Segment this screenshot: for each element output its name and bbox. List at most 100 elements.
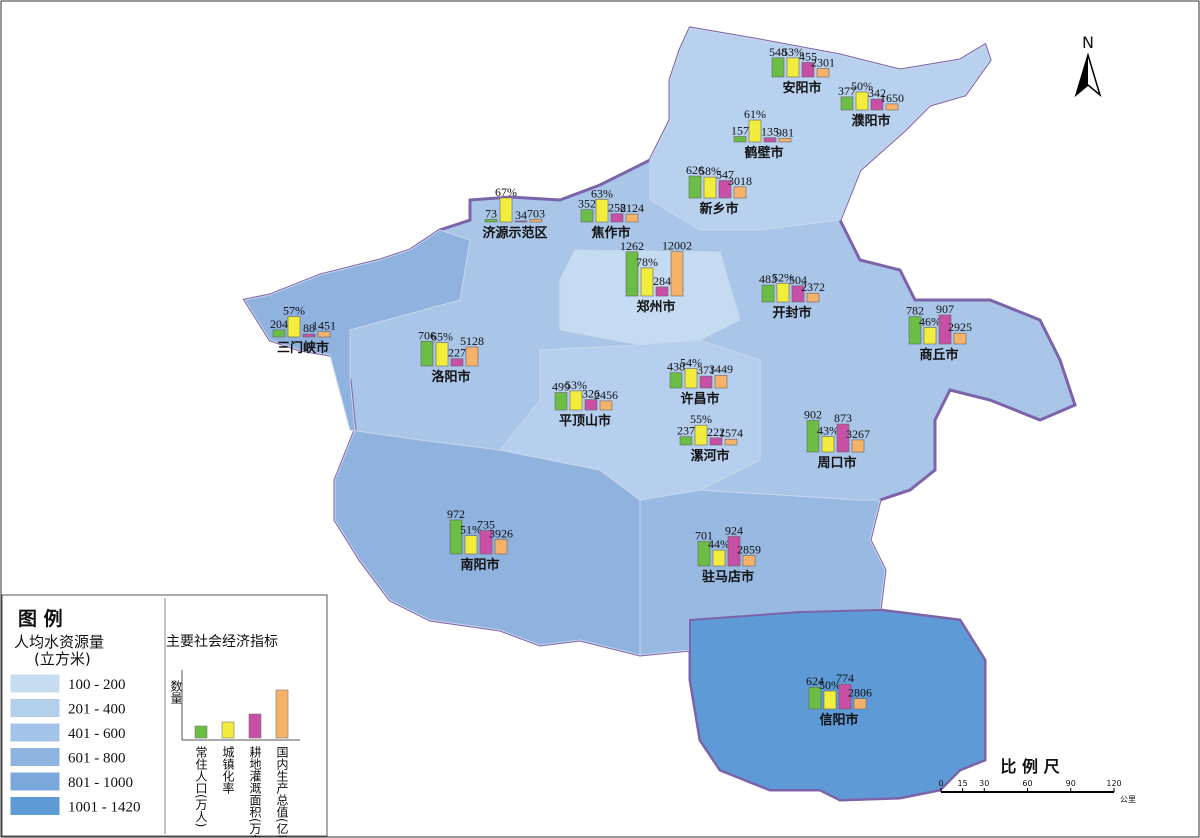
indicator-bar: [718, 180, 732, 199]
indicator-bar: [554, 392, 568, 411]
class-swatch: [9, 771, 61, 792]
value-label: 455: [799, 49, 817, 63]
indicator-bar: [776, 282, 790, 303]
value-label: 548: [769, 45, 787, 59]
scale-tick-label: 90: [1066, 779, 1076, 788]
city-name: 开封市: [772, 305, 811, 321]
indicator-bar: [714, 374, 728, 389]
value-label: 3018: [728, 174, 752, 188]
class-swatch: [9, 747, 61, 767]
indicator-bar: [580, 209, 594, 223]
value-label: 54%: [680, 356, 702, 370]
city-chart: 73 67% 34 703 济源示范区: [482, 185, 547, 241]
value-label: 342: [868, 86, 886, 100]
value-label: 326: [582, 387, 600, 401]
value-label: 204: [270, 317, 288, 331]
value-label: 65%: [431, 330, 453, 344]
indicator-bar: [287, 316, 301, 338]
indicator-bar: [953, 332, 967, 345]
value-label: 58%: [699, 164, 721, 178]
indicator-bar: [816, 68, 830, 78]
south-region: [639, 489, 886, 656]
scale-tick-label: 30: [979, 779, 989, 788]
indicator-bar: [684, 368, 698, 389]
value-label: 624: [806, 674, 824, 688]
indicator-sample: [221, 721, 235, 739]
value-label: 1574: [719, 426, 743, 440]
indicator-bar: [272, 329, 286, 338]
indicator-bar: [836, 423, 850, 453]
indicator-name: 常住人口(万人): [194, 746, 208, 828]
city-name: 三门峡市: [277, 340, 329, 356]
city-name: 平顶山市: [559, 413, 611, 429]
scale-tick-label: 60: [1022, 779, 1032, 788]
indicator-bar: [840, 96, 854, 111]
indicator-bar: [670, 251, 684, 297]
indicator-bar: [494, 539, 508, 555]
value-label: 924: [725, 523, 743, 537]
city-name: 济源示范区: [482, 225, 547, 241]
city-name: 商丘市: [919, 347, 958, 363]
value-label: 157: [731, 124, 749, 138]
indicator-bar: [908, 316, 922, 345]
indicator-bar: [484, 219, 498, 223]
indicator-bar: [450, 358, 464, 367]
class-label: 100 - 200: [68, 677, 126, 693]
city-chart: 1262 78% 284 12002 郑州市: [620, 239, 692, 315]
indicator-bar: [733, 186, 747, 199]
city-chart: 902 43%873 3267 周口市: [804, 407, 870, 471]
indicator-bar: [317, 331, 331, 338]
value-label: 88: [303, 321, 315, 335]
indicator-bar: [778, 138, 792, 143]
value-label: 2301: [811, 55, 835, 69]
class-label: 601 - 800: [68, 751, 126, 767]
indicator-bar: [786, 57, 800, 78]
city-name: 郑州市: [636, 299, 675, 315]
value-label: 53%: [565, 378, 587, 392]
value-label: 44%: [708, 537, 730, 551]
indicator-bar: [640, 267, 654, 297]
value-label: 2806: [848, 686, 872, 700]
indicator-bar: [855, 91, 869, 111]
value-label: 981: [776, 125, 794, 139]
scale-tick-label: 120: [1106, 779, 1121, 788]
value-label: 63%: [591, 186, 613, 200]
value-label: 43%: [817, 424, 839, 438]
city-name: 鹤壁市: [744, 145, 783, 161]
value-label: 438: [667, 360, 685, 374]
indicator-bar: [923, 327, 937, 345]
value-label: 735: [477, 517, 495, 531]
indicator-bar: [479, 530, 493, 555]
indicator-bar: [771, 57, 785, 78]
indicator-bar: [712, 549, 726, 567]
class-label: 401 - 600: [68, 726, 126, 742]
indicator-bar: [870, 98, 884, 111]
water-unit: (立方米): [34, 650, 91, 668]
indicator-axis: 数量: [169, 679, 183, 704]
value-label: 972: [447, 507, 465, 521]
value-label: 51%: [460, 523, 482, 537]
legend-title: 图 例: [18, 607, 63, 630]
value-label: 782: [906, 304, 924, 318]
value-label: 46%: [919, 314, 941, 328]
value-label: 1451: [312, 319, 336, 333]
north-region: [649, 27, 991, 231]
value-label: 902: [804, 407, 822, 421]
west-region: [244, 229, 641, 656]
value-label: 237: [677, 424, 695, 438]
indicator-bar: [823, 690, 837, 710]
value-label: 1262: [620, 239, 644, 253]
indicator-bar: [464, 535, 478, 555]
city-name: 南阳市: [460, 557, 499, 573]
value-label: 57%: [283, 303, 305, 317]
class-swatch: [9, 722, 61, 743]
north-arrow: N: [1074, 33, 1102, 98]
indicator-bar: [465, 346, 479, 367]
value-label: 12002: [662, 239, 692, 253]
legend: 图 例 人均水资源量 (立方米) 主要社会经济指标 数量 100 - 200 20…: [1, 594, 328, 838]
indicator-bar: [679, 436, 693, 446]
value-label: 703: [527, 206, 545, 220]
value-label: 50%: [819, 678, 841, 692]
